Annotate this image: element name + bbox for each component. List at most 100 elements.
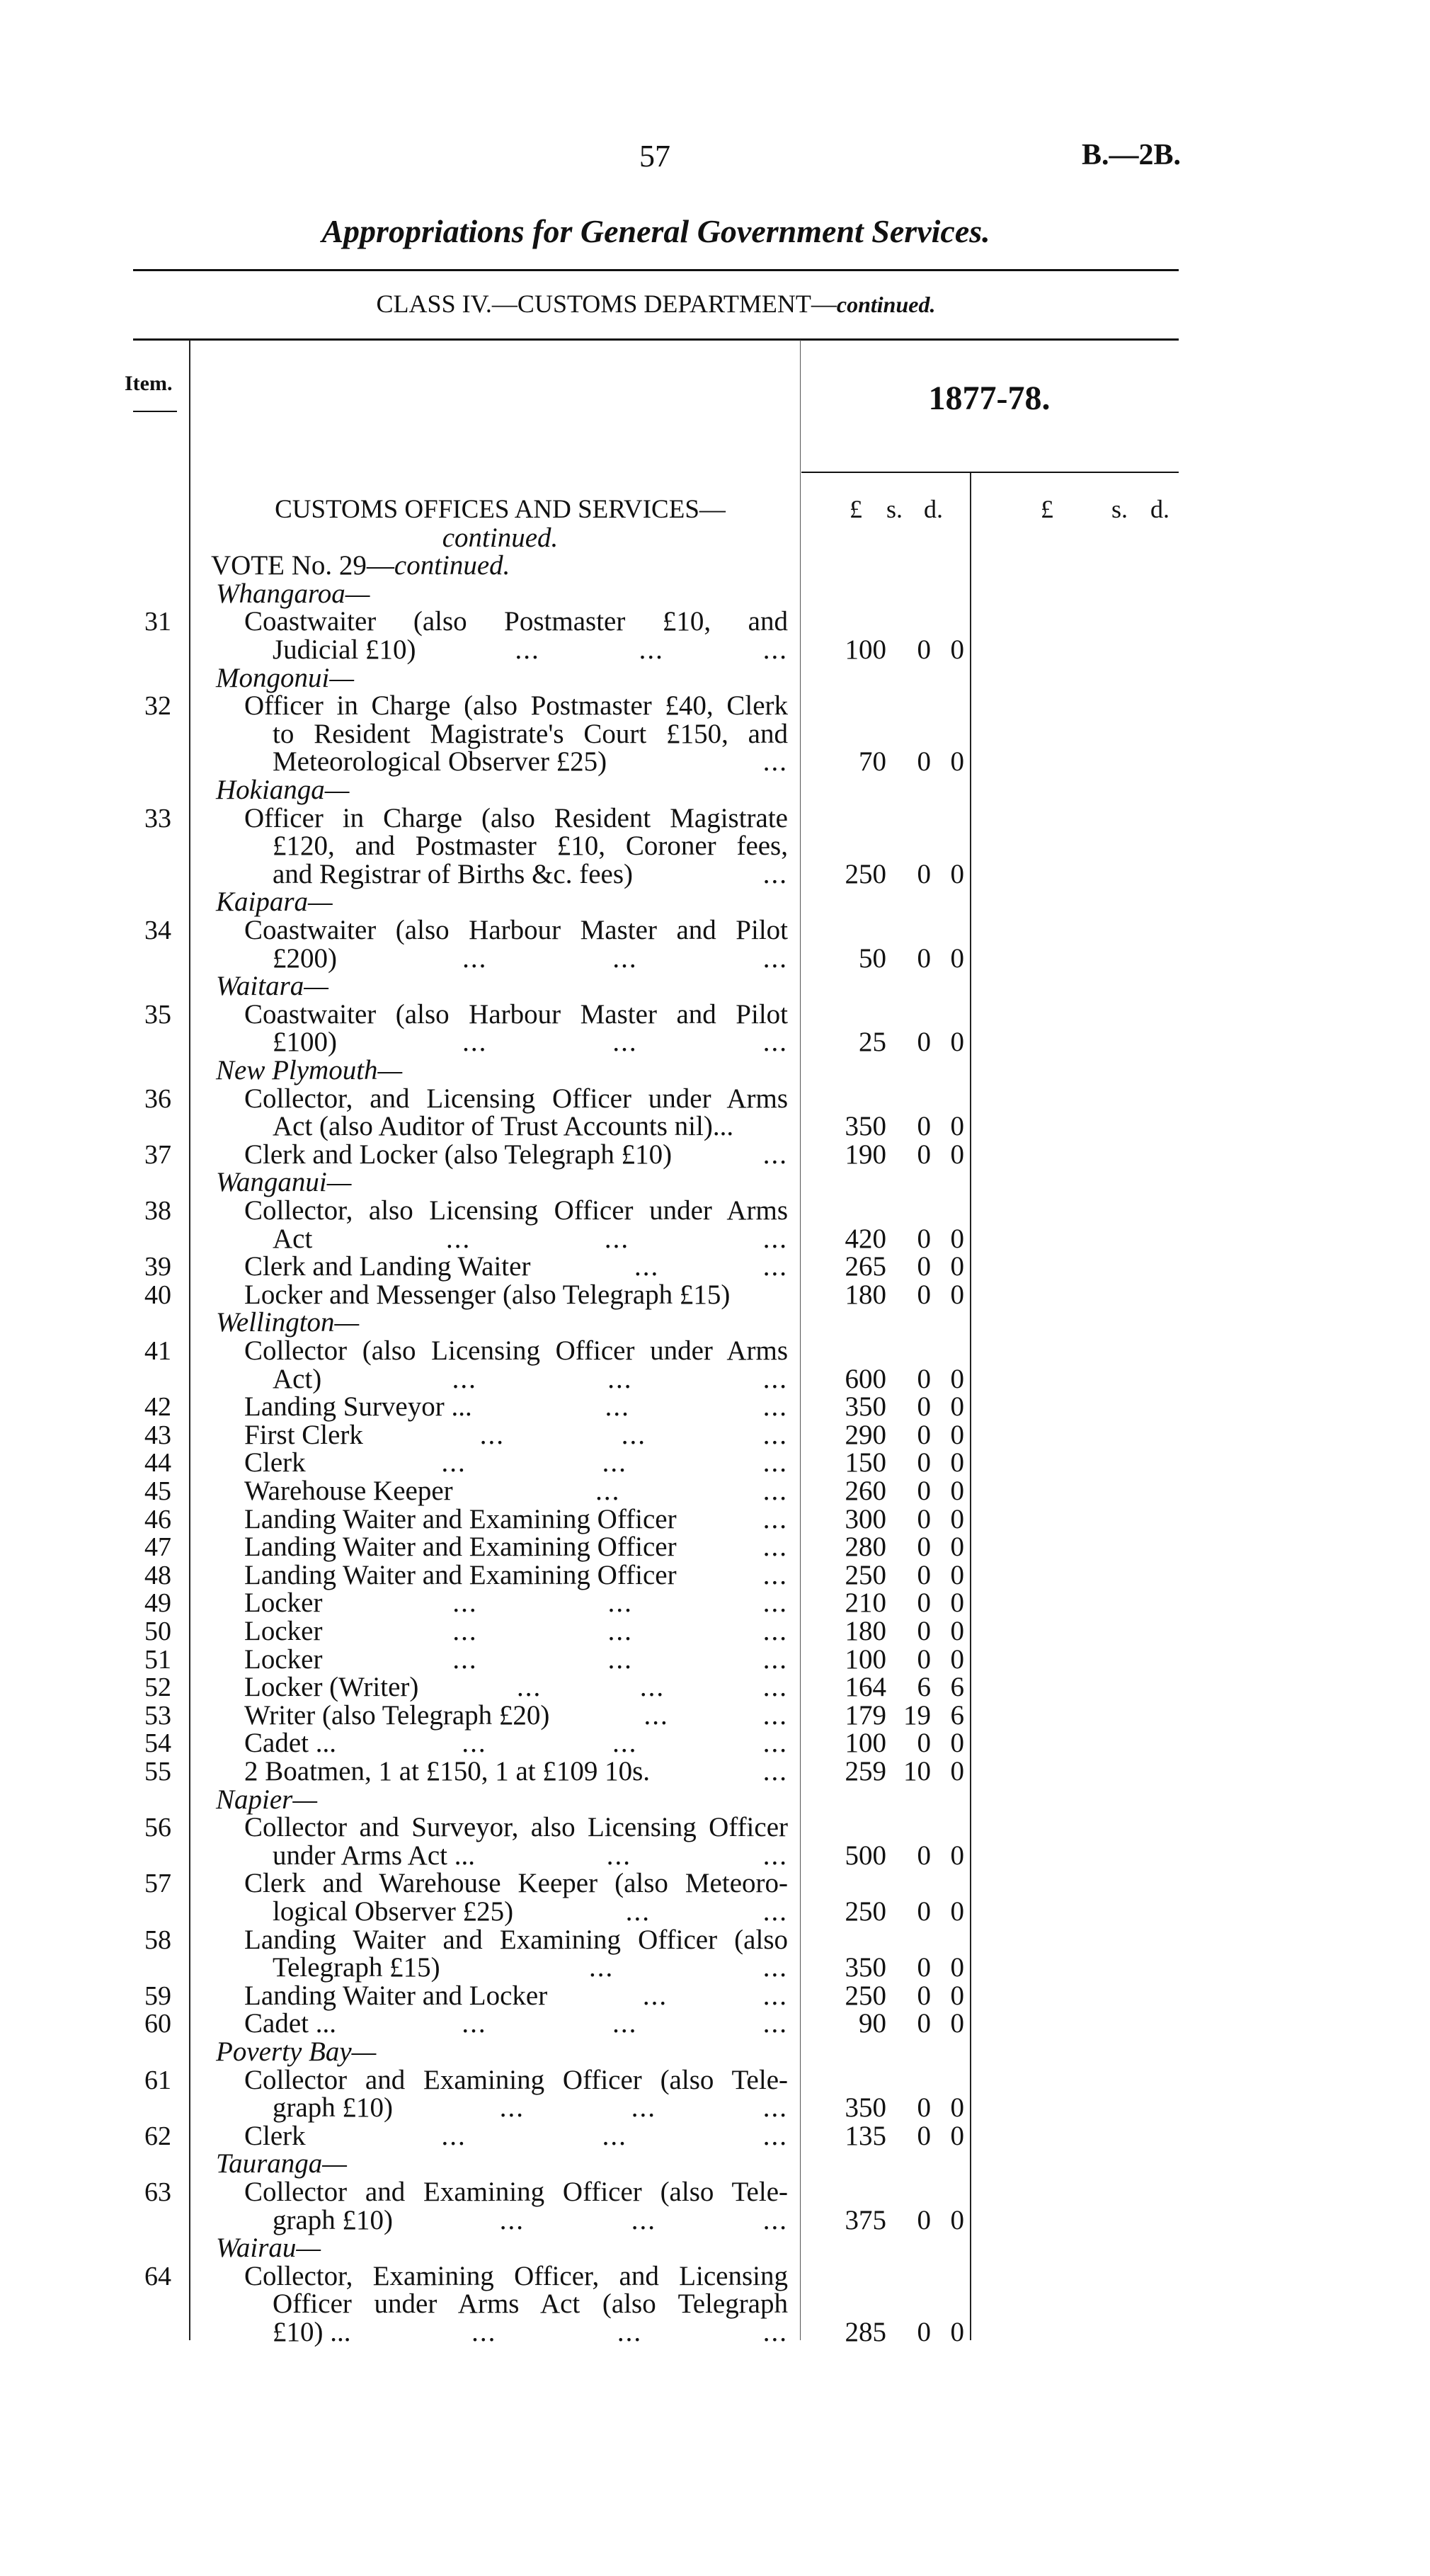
line-text: Act) (273, 1363, 322, 1394)
line-description: Landing Surveyor ......... (244, 1393, 788, 1421)
table-line: Hokianga— (0, 776, 1430, 804)
amount-pence: 0 (950, 942, 965, 974)
leader-dots: ... (612, 1027, 638, 1058)
class-title: CLASS IV.—CUSTOMS DEPARTMENT—continued. (133, 289, 1179, 319)
amount-pounds: 280 (845, 1532, 887, 1563)
amount-pounds: 135 (845, 2120, 887, 2151)
line-description: Coastwaiter (also Harbour Master and Pil… (244, 1000, 788, 1029)
pounds-header: £ (850, 495, 862, 523)
leader-dots: ... (762, 1616, 788, 1646)
line-description: Clerk......... (244, 1449, 788, 1477)
table-line: 46 Landing Waiter and Examining Officer..… (0, 1505, 1430, 1534)
class-title-suffix: continued. (836, 292, 936, 317)
item-number: 31 (144, 607, 171, 637)
line-text: Collector, and Licensing Officer under A… (244, 1083, 788, 1114)
line-text: Act (also Auditor of Trust Accounts nil)… (273, 1111, 734, 1142)
leader-dots: ... (762, 1980, 788, 2011)
amount-pence: 0 (950, 1363, 965, 1394)
amount-pounds: 600 (845, 1363, 887, 1394)
line-text: Landing Surveyor ... (244, 1391, 472, 1423)
leader-dots: ... (462, 1728, 487, 1759)
pence-header: d. (924, 495, 943, 523)
line-description: Coastwaiter (also Postmaster £10, and (244, 608, 788, 636)
item-number: 53 (144, 1700, 171, 1731)
item-number: 41 (144, 1336, 171, 1366)
line-text: Coastwaiter (also Harbour Master and Pil… (244, 915, 788, 945)
leader-dots: ... (631, 2092, 657, 2124)
table-line: 56 Collector and Surveyor, also Licensing… (0, 1813, 1430, 1842)
amount-shillings: 0 (917, 1588, 932, 1619)
line-description: Mongonui— (216, 663, 788, 693)
leader-dots: ... (452, 1588, 478, 1619)
line-description: Writer (also Telegraph £20)...... (244, 1699, 788, 1731)
item-number: 50 (144, 1617, 171, 1646)
item-number: 38 (144, 1196, 171, 1226)
line-text: First Clerk (244, 1419, 363, 1450)
amount-pounds: 290 (845, 1419, 887, 1450)
leader-dots: ... (452, 1616, 478, 1646)
item-number: 62 (144, 2121, 171, 2151)
table-line: CUSTOMS OFFICES AND SERVICES— (0, 496, 1430, 524)
leader-dots: ... (604, 1223, 630, 1254)
amount-pounds: 100 (845, 1728, 887, 1759)
line-description: Tauranga— (216, 2150, 788, 2178)
leader-dots: ... (595, 1476, 621, 1506)
item-number: 36 (144, 1083, 171, 1114)
table-line: 41 Collector (also Licensing Officer unde… (0, 1336, 1430, 1366)
amount-shillings: 0 (917, 1476, 932, 1506)
line-text: Telegraph £15) (273, 1952, 440, 1983)
line-text: Locker (244, 1588, 323, 1619)
leader-dots: ... (762, 1643, 788, 1675)
leader-dots: ... (612, 942, 638, 974)
table-line: 61 Collector and Examining Officer (also … (0, 2065, 1430, 2095)
leader-dots: ... (762, 942, 788, 974)
amount-pence: 0 (950, 1447, 965, 1478)
line-description: Locker (Writer)......... (244, 1673, 788, 1702)
table-line: 64 Collector, Examining Officer, and Lice… (0, 2262, 1430, 2291)
amount-shillings: 10 (903, 1756, 931, 1786)
leader-dots: ... (452, 1643, 478, 1675)
leader-dots: ... (607, 1643, 633, 1675)
amount-pounds: 179 (845, 1699, 887, 1731)
leader-dots: ... (452, 1363, 477, 1394)
table-line: 35 Coastwaiter (also Harbour Master and P… (0, 1000, 1430, 1029)
line-text: Collector, also Licensing Officer under … (244, 1195, 788, 1226)
amount-pence: 0 (950, 858, 965, 889)
item-number: 59 (144, 1981, 171, 2011)
table-line: £10) ............ 285 0 0 (0, 2318, 1430, 2347)
amount-shillings: 0 (917, 2204, 932, 2235)
leader-dots: ... (762, 1419, 788, 1450)
leader-dots: ... (607, 1588, 633, 1619)
leader-dots: ... (762, 2120, 788, 2151)
table-line: £120, and Postmaster £10, Coroner fees, (0, 832, 1430, 860)
amount-pounds: 285 (845, 2317, 887, 2347)
table-line: 33 Officer in Charge (also Resident Magis… (0, 804, 1430, 833)
amount-pence: 0 (950, 2120, 965, 2151)
amount-shillings: 19 (903, 1699, 931, 1731)
leader-dots: ... (441, 1447, 467, 1478)
line-text: Wairau— (216, 2233, 321, 2264)
line-text: Collector and Surveyor, also Licensing O… (244, 1812, 788, 1843)
shillings-header-2: s. (1111, 495, 1128, 523)
table-line: 40 Locker and Messenger (also Telegraph £… (0, 1280, 1430, 1309)
pence-header-2: d. (1150, 495, 1169, 523)
divider (133, 338, 1179, 341)
amount-shillings: 0 (917, 942, 932, 974)
line-text: Cadet ... (244, 2008, 336, 2039)
amount-pounds: 500 (845, 1840, 887, 1871)
leader-dots: ... (762, 1503, 788, 1534)
table-line: 51 Locker......... 100 0 0 (0, 1643, 1430, 1675)
line-description: Officer under Arms Act (also Telegraph (273, 2290, 788, 2318)
leader-dots: ... (644, 1699, 669, 1731)
line-text: 2 Boatmen, 1 at £150, 1 at £109 10s. (244, 1756, 651, 1786)
table-line: and Registrar of Births &c. fees)... 250 0… (0, 860, 1430, 889)
item-number: 42 (144, 1392, 171, 1423)
line-text: graph £10) (273, 2092, 394, 2124)
item-number: 46 (144, 1504, 171, 1534)
line-text: Clerk (244, 2120, 306, 2151)
line-text: Hokianga— (216, 775, 350, 805)
table-line: 34 Coastwaiter (also Harbour Master and P… (0, 916, 1430, 945)
amount-pence: 0 (950, 1980, 965, 2011)
table-line: 38 Collector, also Licensing Officer unde… (0, 1195, 1430, 1226)
line-description: Waitara— (216, 972, 788, 1001)
